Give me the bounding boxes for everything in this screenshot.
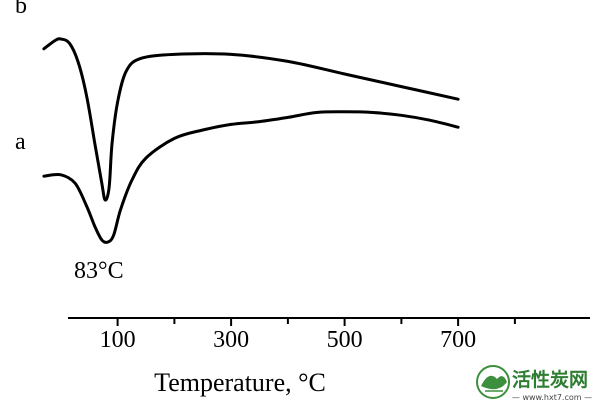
- x-ticks: 100 300 500 700: [100, 318, 516, 353]
- peak-annotation: 83°C: [74, 258, 124, 284]
- x-tick-label: 300: [213, 327, 249, 353]
- series-b-label: b: [15, 0, 27, 19]
- watermark-url: — www.hxt7.com —: [512, 393, 592, 402]
- watermark-logo-icon: [476, 365, 510, 399]
- curves-layer: [42, 37, 460, 244]
- labels-layer: a b 83°C: [15, 0, 124, 284]
- series-a-line: [42, 110, 460, 244]
- series-a-label: a: [15, 129, 26, 155]
- watermark-name: 活性炭网: [512, 368, 588, 391]
- series-b-line: [42, 37, 460, 202]
- x-axis-label: Temperature, °C: [154, 368, 326, 397]
- x-tick-label: 700: [440, 327, 476, 353]
- x-tick-label: 100: [100, 327, 136, 353]
- x-tick-label: 500: [327, 327, 363, 353]
- watermark: 活性炭网 — www.hxt7.com —: [476, 365, 592, 402]
